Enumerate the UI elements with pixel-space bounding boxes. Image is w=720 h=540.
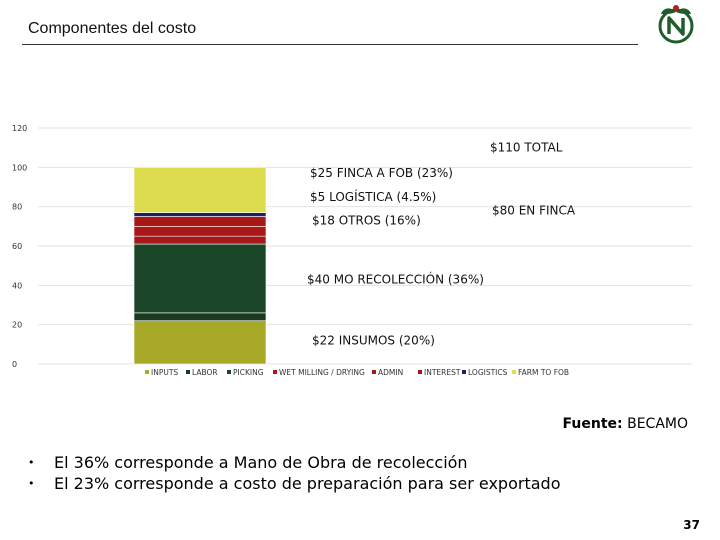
annotations: $110 TOTAL $25 FINCA A FOB (23%) $5 LOGÍST… xyxy=(307,141,576,348)
y-tick-label: 20 xyxy=(12,321,22,330)
legend-swatch xyxy=(145,370,149,374)
annotation-label: $40 MO RECOLECCIÓN (36%) xyxy=(307,271,484,286)
legend-swatch xyxy=(227,370,231,374)
legend-label: LOGISTICS xyxy=(468,368,508,377)
cost-components-chart: 0 20 40 60 80 100 120 INPUTS LABOR PICKING WET MI… xyxy=(12,124,692,377)
annotation-label: $110 TOTAL xyxy=(490,141,563,155)
bar-segment-wet-milling-drying xyxy=(133,235,267,245)
source-note: Fuente: BECAMO xyxy=(563,416,688,432)
y-axis-ticks: 0 20 40 60 80 100 120 xyxy=(12,124,27,369)
y-tick-label: 40 xyxy=(12,281,22,290)
bullet-item: • El 23% corresponde a costo de preparaci… xyxy=(28,474,561,493)
y-tick-label: 120 xyxy=(12,124,27,133)
legend-swatch xyxy=(273,370,277,374)
bar-segment-logistics xyxy=(133,212,267,217)
legend-label: PICKING xyxy=(233,368,264,377)
bar-segment-admin xyxy=(133,226,267,237)
title-divider xyxy=(22,44,638,45)
legend-label: LABOR xyxy=(192,368,218,377)
legend-label: FARM TO FOB xyxy=(518,368,569,377)
annotation-label: $80 EN FINCA xyxy=(492,204,576,218)
source-label: Fuente: xyxy=(562,416,623,432)
y-tick-label: 100 xyxy=(12,163,27,172)
bullet-list: • El 36% corresponde a Mano de Obra de re… xyxy=(28,452,560,494)
legend-label: ADMIN xyxy=(378,368,403,377)
legend-label: INTEREST xyxy=(424,368,461,377)
annotation-label: $18 OTROS (16%) xyxy=(312,213,421,227)
y-tick-label: 60 xyxy=(12,242,22,251)
legend-label: INPUTS xyxy=(151,368,178,377)
y-tick-label: 0 xyxy=(12,360,17,369)
annotation-label: $5 LOGÍSTICA (4.5%) xyxy=(310,189,436,204)
legend: INPUTS LABOR PICKING WET MILLING / DRYING AD… xyxy=(145,368,569,377)
legend-swatch xyxy=(186,370,190,374)
bullet-item: • El 36% corresponde a Mano de Obra de re… xyxy=(28,453,468,472)
legend-swatch xyxy=(512,370,516,374)
source-value: BECAMO xyxy=(627,416,688,432)
bar-segment-inputs xyxy=(133,320,267,365)
bar-segment-farm-to-fob xyxy=(133,167,267,213)
annotation-label: $25 FINCA A FOB (23%) xyxy=(310,166,453,180)
legend-label: WET MILLING / DRYING xyxy=(279,368,365,377)
page-title: Componentes del costo xyxy=(28,20,197,37)
y-tick-label: 80 xyxy=(12,203,22,212)
bullet-text: El 23% corresponde a costo de preparació… xyxy=(54,474,561,493)
annotation-label: $22 INSUMOS (20%) xyxy=(312,333,435,347)
coffee-brand-n-logo-icon xyxy=(658,5,694,44)
legend-swatch xyxy=(418,370,422,374)
legend-swatch xyxy=(372,370,376,374)
stacked-bar xyxy=(133,167,267,365)
legend-swatch xyxy=(462,370,466,374)
bullet-text: El 36% corresponde a Mano de Obra de rec… xyxy=(54,453,468,472)
bar-segment-interest xyxy=(133,216,267,227)
bar-segment-picking xyxy=(133,243,267,314)
page-number: 37 xyxy=(683,518,700,532)
bar-segment-labor xyxy=(133,312,267,322)
